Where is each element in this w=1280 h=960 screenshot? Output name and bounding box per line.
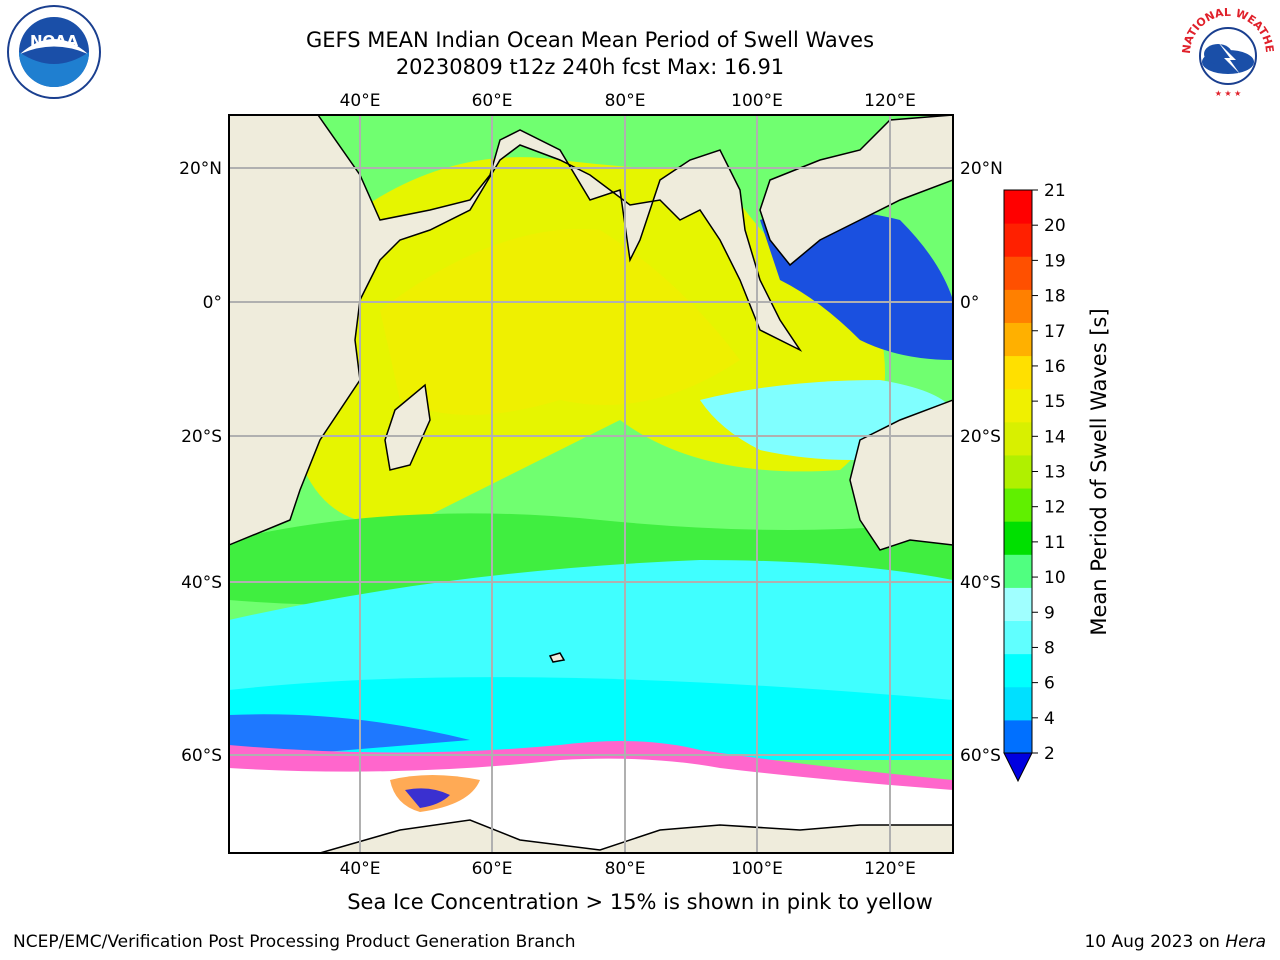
colorbar-tick-label: 10: [1044, 568, 1066, 588]
colorbar-tick-label: 17: [1044, 322, 1066, 342]
lon-tick-bottom: 40°E: [340, 859, 381, 879]
nws-storm-logo-icon: NATIONAL WEATHER SERVICE ★ ★ ★: [1174, 0, 1276, 98]
lon-tick-bottom: 60°E: [472, 859, 513, 879]
lon-tick-top: 80°E: [605, 91, 646, 111]
lon-tick-top: 60°E: [472, 91, 513, 111]
colorbar-tick-label: 19: [1044, 251, 1066, 271]
lat-tick-left: 40°S: [181, 573, 222, 593]
lat-tick-left: 20°S: [181, 427, 222, 447]
colorbar-swatch: [1004, 289, 1032, 323]
colorbar-swatch: [1004, 223, 1032, 257]
colorbar-swatch: [1004, 388, 1032, 423]
colorbar-extend-triangle: [1003, 752, 1033, 783]
graticule: [229, 115, 953, 853]
land-masses: [229, 115, 953, 853]
lon-tick-bottom: 120°E: [864, 859, 916, 879]
colorbar-swatch: [1004, 653, 1032, 688]
lon-tick-bottom: 100°E: [731, 859, 783, 879]
colorbar-tick-label: 20: [1044, 216, 1066, 236]
lon-tick-top: 100°E: [731, 91, 783, 111]
colorbar-tick-label: 8: [1044, 638, 1055, 658]
lat-tick-left: 0°: [203, 293, 222, 313]
colorbar-swatch: [1004, 587, 1032, 622]
lon-tick-bottom: 80°E: [605, 859, 646, 879]
colorbar-tick-label: 6: [1044, 674, 1055, 694]
sea-ice-caption: Sea Ice Concentration > 15% is shown in …: [347, 890, 933, 914]
colorbar-swatch: [1004, 190, 1032, 224]
noaa-logo-text: NOAA: [30, 32, 79, 50]
colorbar-tick-label: 4: [1044, 709, 1055, 729]
colorbar-tick-label: 12: [1044, 498, 1066, 518]
colorbar-swatch: [1004, 686, 1032, 721]
noaa-logo: NOAA: [6, 4, 102, 100]
lat-tick-right: 60°S: [960, 746, 1001, 766]
colorbar-tick-label: 15: [1044, 392, 1066, 412]
colorbar-tick-label: 11: [1044, 533, 1066, 553]
colorbar-tick-label: 13: [1044, 463, 1066, 483]
colorbar-swatch: [1004, 454, 1032, 489]
nws-logo: NATIONAL WEATHER SERVICE ★ ★ ★: [1174, 0, 1278, 100]
colorbar-tick-label: 18: [1044, 287, 1066, 307]
noaa-bird-logo-icon: NOAA: [7, 5, 101, 99]
colorbar-swatch: [1004, 719, 1032, 754]
colorbar-swatch: [1004, 554, 1032, 588]
colorbar-swatch: [1004, 521, 1032, 555]
footer-date: 10 Aug 2023 on Hera: [1084, 932, 1266, 952]
colorbar-swatch: [1004, 421, 1032, 456]
map-frame: [228, 114, 954, 854]
colorbar-tick-label: 16: [1044, 357, 1066, 377]
colorbar-tick-label: 21: [1044, 181, 1066, 201]
lat-tick-left: 60°S: [181, 746, 222, 766]
lat-tick-right: 20°N: [960, 159, 1003, 179]
lon-tick-top: 40°E: [340, 91, 381, 111]
colorbar-tick-label: 14: [1044, 427, 1066, 447]
colorbar-tick-label: 2: [1044, 744, 1055, 764]
colorbar-label: Mean Period of Swell Waves [s]: [1087, 308, 1111, 635]
svg-text:★ ★ ★: ★ ★ ★: [1215, 89, 1242, 98]
colorbar-swatch: [1004, 620, 1032, 655]
colorbar-swatch: [1004, 256, 1032, 290]
chart-subtitle: 20230809 t12z 240h fcst Max: 16.91: [395, 55, 785, 79]
lon-tick-top: 120°E: [864, 91, 916, 111]
chart-title: GEFS MEAN Indian Ocean Mean Period of Sw…: [305, 28, 875, 52]
footer-date-text: 10 Aug 2023 on: [1084, 932, 1226, 952]
lat-tick-right: 0°: [960, 293, 979, 313]
footer-machine: Hera: [1225, 932, 1266, 952]
lat-tick-right: 20°S: [960, 427, 1001, 447]
colorbar: 21 20 19 18 17 16 15 14 13 12 11 10 9 8 6 4 2: [1003, 181, 1066, 783]
colorbar-swatch: [1004, 355, 1032, 390]
lat-tick-right: 40°S: [960, 573, 1001, 593]
colorbar-swatch: [1004, 322, 1032, 357]
footer-credit: NCEP/EMC/Verification Post Processing Pr…: [13, 932, 576, 952]
colorbar-swatch: [1004, 488, 1032, 522]
lat-tick-left: 20°N: [179, 159, 222, 179]
colorbar-tick-label: 9: [1044, 603, 1055, 623]
